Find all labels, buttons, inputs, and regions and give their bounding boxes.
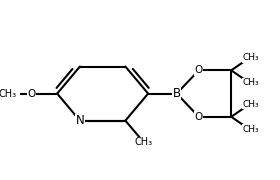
Text: CH₃: CH₃	[242, 125, 259, 134]
Text: O: O	[27, 89, 35, 99]
Text: CH₃: CH₃	[0, 89, 17, 99]
Text: CH₃: CH₃	[134, 137, 153, 147]
Text: O: O	[195, 65, 203, 75]
Text: N: N	[76, 114, 84, 127]
Text: CH₃: CH₃	[242, 100, 259, 109]
Text: O: O	[195, 112, 203, 122]
Text: B: B	[173, 87, 181, 100]
Text: CH₃: CH₃	[242, 53, 259, 62]
Text: CH₃: CH₃	[242, 78, 259, 87]
